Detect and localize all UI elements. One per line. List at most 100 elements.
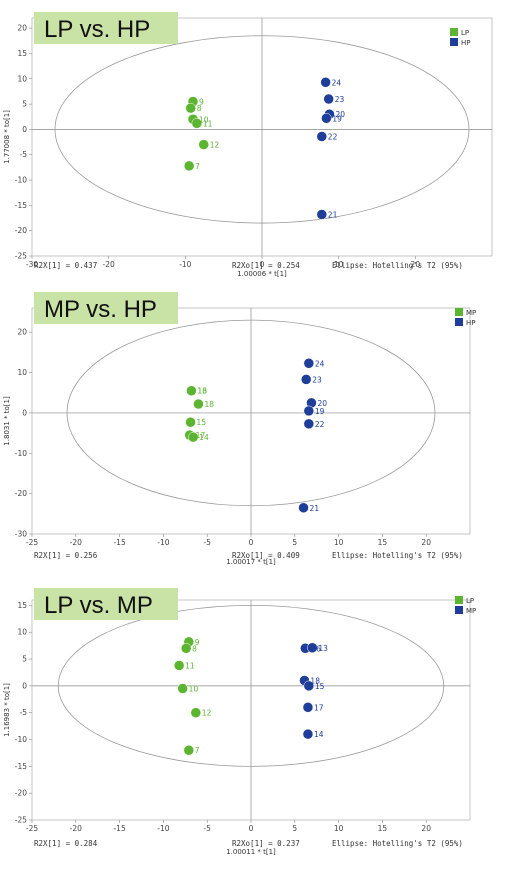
title-box bbox=[34, 292, 178, 324]
chart-title: MP vs. HP bbox=[44, 296, 157, 323]
point-label: 20 bbox=[335, 110, 345, 119]
x-tick-label: 0 bbox=[249, 824, 254, 833]
x-tick-label: 20 bbox=[421, 824, 431, 833]
y-tick-label: -30 bbox=[15, 530, 27, 539]
data-point bbox=[302, 728, 314, 740]
hotelling-ellipse bbox=[66, 319, 436, 507]
data-point bbox=[316, 209, 328, 220]
x-tick-label: -10 bbox=[157, 824, 169, 833]
legend-label: LP bbox=[461, 29, 469, 37]
y-tick-label: 15 bbox=[17, 49, 27, 58]
y-tick-label: -10 bbox=[15, 735, 27, 744]
data-point bbox=[303, 680, 315, 692]
legend-swatch bbox=[455, 596, 463, 604]
x-tick-label: -25 bbox=[26, 824, 38, 833]
point-label: 21 bbox=[328, 210, 338, 219]
x-tick-label: 0 bbox=[260, 260, 265, 269]
y-tick-label: 0 bbox=[22, 408, 27, 417]
title-box bbox=[34, 12, 178, 44]
x-tick-label: -15 bbox=[113, 538, 125, 547]
point-label: 7 bbox=[195, 162, 200, 171]
point-label: 10 bbox=[199, 115, 209, 124]
point-label: 16 bbox=[197, 387, 207, 396]
legend-swatch bbox=[455, 318, 463, 326]
point-label: 22 bbox=[315, 420, 325, 429]
data-point bbox=[190, 707, 202, 718]
legend-swatch bbox=[450, 38, 458, 46]
x-tick-label: -15 bbox=[113, 824, 125, 833]
x-tick-label: 0 bbox=[249, 538, 254, 547]
y-tick-label: -15 bbox=[15, 201, 27, 210]
x-tick-label: -20 bbox=[70, 538, 82, 547]
point-label: 13 bbox=[318, 644, 328, 653]
y-tick-label: 0 bbox=[22, 125, 27, 134]
y-tick-label: -20 bbox=[15, 489, 27, 498]
data-point bbox=[187, 431, 199, 443]
chart-title: LP vs. MP bbox=[44, 592, 153, 619]
x-tick-label: -5 bbox=[203, 824, 211, 833]
x-tick-label: 20 bbox=[411, 260, 421, 269]
point-label: 11 bbox=[185, 661, 195, 670]
point-label: 18 bbox=[204, 400, 214, 409]
x-tick-label: -5 bbox=[203, 538, 211, 547]
x-tick-label: -10 bbox=[157, 538, 169, 547]
point-label: 8 bbox=[192, 644, 197, 653]
point-label: 7 bbox=[195, 746, 200, 755]
y-axis-label: 1.77008 * to[1] bbox=[3, 110, 11, 164]
data-point bbox=[183, 744, 195, 756]
y-tick-label: -5 bbox=[20, 708, 28, 717]
point-label: 21 bbox=[310, 504, 320, 513]
data-point bbox=[300, 374, 312, 385]
data-point bbox=[173, 660, 185, 671]
x-tick-label: -10 bbox=[179, 260, 191, 269]
x-tick-label: 15 bbox=[378, 538, 388, 547]
data-point bbox=[323, 93, 334, 105]
y-tick-label: 5 bbox=[22, 100, 27, 109]
x-tick-label: -20 bbox=[70, 824, 82, 833]
y-tick-label: 20 bbox=[17, 24, 27, 33]
point-label: 14 bbox=[314, 730, 324, 739]
point-label: 20 bbox=[317, 399, 327, 408]
y-tick-label: 20 bbox=[17, 328, 27, 337]
x-axis-label: 1.00011 * t[1] bbox=[226, 848, 276, 856]
x-axis-label: 1.00017 * t[1] bbox=[226, 558, 276, 566]
data-point bbox=[321, 113, 332, 124]
footer-stat: Ellipse: Hotelling's T2 (95%) bbox=[332, 551, 463, 560]
point-label: 16 bbox=[311, 644, 321, 653]
data-point bbox=[303, 358, 315, 369]
point-label: 10 bbox=[189, 685, 199, 694]
data-point bbox=[183, 160, 195, 172]
x-tick-label: 10 bbox=[334, 538, 344, 547]
legend-swatch bbox=[455, 606, 463, 614]
x-tick-label: -30 bbox=[26, 260, 38, 269]
data-point bbox=[307, 642, 318, 654]
data-point bbox=[177, 683, 188, 694]
y-tick-label: 0 bbox=[22, 681, 27, 690]
footer-stat: R2X[1] = 0.284 bbox=[34, 839, 98, 848]
point-label: 11 bbox=[203, 119, 213, 128]
legend-label: LP bbox=[466, 597, 474, 605]
point-label: 19 bbox=[315, 407, 325, 416]
point-label: 12 bbox=[210, 141, 220, 150]
y-tick-label: -5 bbox=[20, 150, 28, 159]
footer-stat: Ellipse: Hotelling's T2 (95%) bbox=[332, 839, 463, 848]
point-label: 12 bbox=[202, 709, 212, 718]
x-axis-label: 1.00006 * t[1] bbox=[237, 270, 287, 278]
data-point bbox=[303, 418, 315, 430]
y-tick-label: 10 bbox=[17, 368, 27, 377]
footer-stat: R2Xo[1] = 0.237 bbox=[232, 839, 300, 848]
hotelling-ellipse bbox=[57, 604, 445, 767]
legend-swatch bbox=[455, 308, 463, 316]
y-axis-label: 1.8031 * to[1] bbox=[3, 396, 11, 446]
data-point bbox=[298, 502, 309, 514]
y-tick-label: 10 bbox=[17, 628, 27, 637]
data-point bbox=[185, 416, 196, 428]
point-label: 14 bbox=[199, 433, 209, 442]
footer-stat: R2Xo[1] = 0.409 bbox=[232, 551, 300, 560]
point-label: 9 bbox=[195, 638, 200, 647]
y-tick-label: 10 bbox=[17, 74, 27, 83]
lp-vs-hp-chart: -30 -20 -10 0 10 20 -25 -20 -15 -10 -5 0 5 10 15 20 1.77… bbox=[3, 12, 493, 278]
legend-label: HP bbox=[466, 319, 476, 327]
footer-stat: R2X[1] = 0.437 bbox=[34, 261, 97, 270]
y-tick-label: -10 bbox=[15, 176, 27, 185]
